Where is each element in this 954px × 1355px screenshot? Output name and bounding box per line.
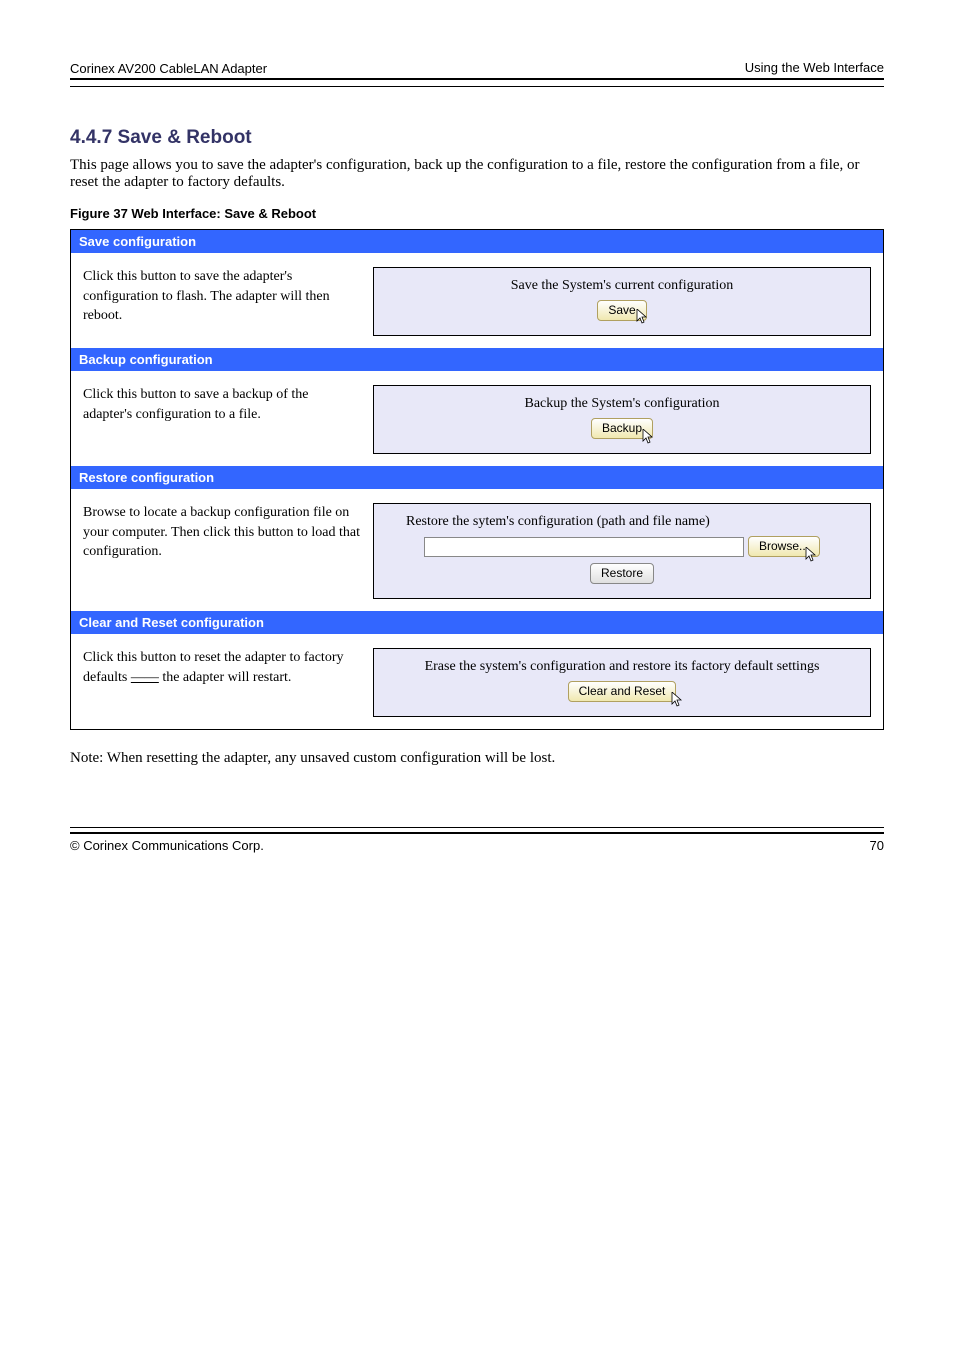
- section-desc-restore: Browse to locate a backup configuration …: [83, 503, 373, 562]
- browse-button-label: Browse...: [759, 539, 809, 553]
- cursor-icon: [671, 692, 685, 708]
- section-header-clear: Clear and Reset configuration: [71, 611, 883, 634]
- panel-save: Save the System's current configuration …: [373, 267, 871, 336]
- backup-button-label: Backup: [602, 421, 642, 435]
- panel-clear: Erase the system's configuration and res…: [373, 648, 871, 717]
- cursor-icon: [636, 309, 650, 325]
- backup-button[interactable]: Backup: [591, 418, 653, 439]
- panel-label-clear: Erase the system's configuration and res…: [386, 659, 858, 675]
- clear-text-underline: ——: [131, 670, 159, 685]
- section-desc-backup: Click this button to save a backup of th…: [83, 385, 373, 424]
- clear-reset-button-label: Clear and Reset: [579, 684, 666, 698]
- header-right: Using the Web Interface: [745, 60, 884, 75]
- figure-caption: Figure 37 Web Interface: Save & Reboot: [70, 206, 884, 221]
- browse-button[interactable]: Browse...: [748, 536, 820, 557]
- panel-restore: Restore the sytem's configuration (path …: [373, 503, 871, 599]
- panel-label-restore: Restore the sytem's configuration (path …: [386, 514, 858, 530]
- panel-backup: Backup the System's configuration Backup: [373, 385, 871, 454]
- save-button-label: Save: [608, 303, 635, 317]
- section-header-save: Save configuration: [71, 230, 883, 253]
- cursor-icon: [642, 429, 656, 445]
- panel-label-backup: Backup the System's configuration: [386, 396, 858, 412]
- clear-text-post: the adapter will restart.: [159, 670, 292, 685]
- restore-path-input[interactable]: [424, 537, 744, 557]
- footer-right: 70: [870, 838, 884, 853]
- restore-button-label: Restore: [601, 566, 643, 580]
- footer-rule-thin: [70, 827, 884, 828]
- page-header: Corinex AV200 CableLAN Adapter Using the…: [70, 60, 884, 78]
- panel-label-save: Save the System's current configuration: [386, 278, 858, 294]
- footer: © Corinex Communications Corp. 70: [70, 838, 884, 853]
- section-desc-clear: Click this button to reset the adapter t…: [83, 648, 373, 687]
- header-rule-thick: [70, 78, 884, 80]
- restore-button[interactable]: Restore: [590, 563, 654, 584]
- save-button[interactable]: Save: [597, 300, 646, 321]
- clear-reset-button[interactable]: Clear and Reset: [568, 681, 677, 702]
- section-header-restore: Restore configuration: [71, 466, 883, 489]
- header-rule-thin: [70, 86, 884, 87]
- section-header-backup: Backup configuration: [71, 348, 883, 371]
- main-heading: 4.4.7 Save & Reboot: [70, 127, 884, 149]
- main-description: This page allows you to save the adapter…: [70, 157, 884, 191]
- section-desc-save: Click this button to save the adapter's …: [83, 267, 373, 326]
- header-left: Corinex AV200 CableLAN Adapter: [70, 61, 267, 76]
- footer-left: © Corinex Communications Corp.: [70, 838, 264, 853]
- note-text: Note: When resetting the adapter, any un…: [70, 750, 884, 767]
- footer-rule-thick: [70, 832, 884, 834]
